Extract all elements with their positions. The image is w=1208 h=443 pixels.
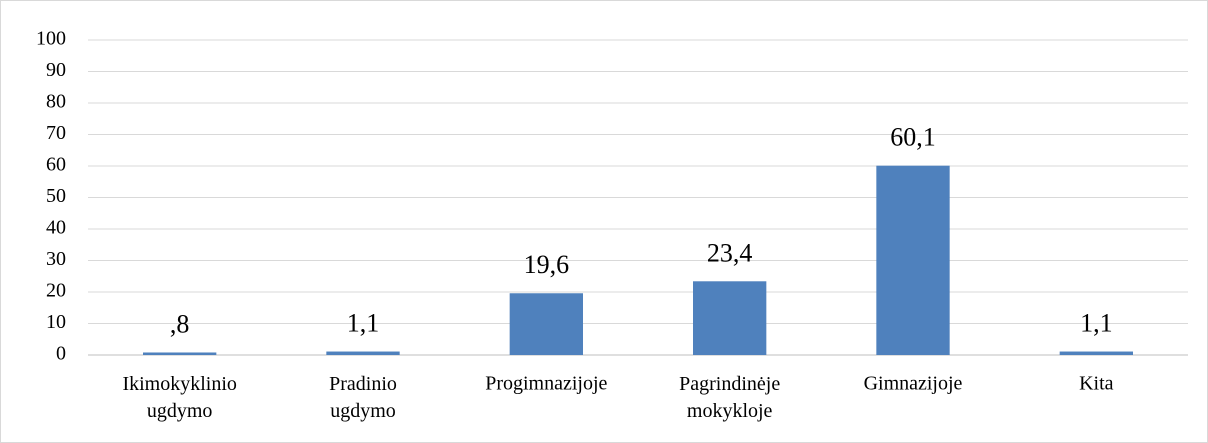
y-tick-label: 60 (46, 154, 66, 176)
bar (1059, 351, 1133, 355)
y-tick-label: 40 (46, 217, 66, 239)
data-label: 23,4 (707, 238, 753, 267)
x-tick-label: Pagrindinėje mokykloje (679, 373, 780, 422)
y-tick-label: 70 (46, 122, 66, 144)
data-label: 19,6 (524, 250, 570, 279)
y-tick-label: 50 (46, 185, 66, 207)
bar (509, 293, 583, 355)
bar (143, 352, 217, 355)
data-label: 1,1 (1080, 309, 1113, 338)
y-tick-label: 100 (36, 28, 66, 50)
y-tick-label: 10 (46, 311, 66, 333)
data-label: 60,1 (890, 123, 936, 152)
x-tick-label: Kita (1079, 373, 1114, 395)
bar (326, 351, 400, 355)
y-tick-label: 20 (46, 280, 66, 302)
y-tick-label: 80 (46, 91, 66, 113)
y-tick-label: 90 (46, 59, 66, 81)
bar (693, 281, 767, 355)
x-tick-label: Gimnazijoje (864, 373, 963, 395)
x-tick-label: Ikimokyklinio ugdymo (122, 373, 236, 422)
x-tick-label: Progimnazijoje (485, 373, 607, 395)
bar (876, 165, 950, 355)
data-label: ,8 (170, 309, 190, 338)
y-tick-label: 30 (46, 248, 66, 270)
x-tick-label: Pradinio ugdymo (329, 373, 397, 422)
y-tick-label: 0 (56, 343, 66, 365)
data-label: 1,1 (347, 309, 380, 338)
